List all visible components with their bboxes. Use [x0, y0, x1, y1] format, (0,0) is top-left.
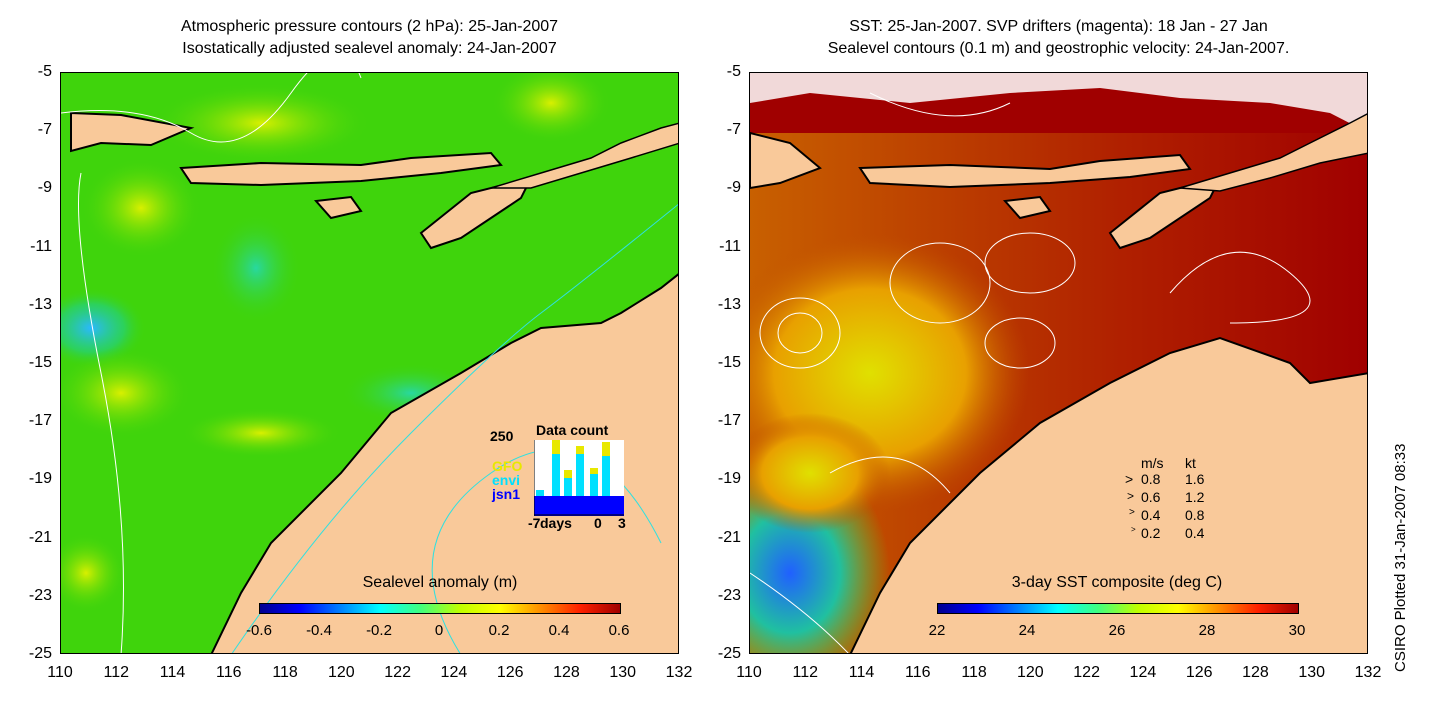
y-tick-label: -7 [726, 121, 741, 139]
y-tick-label: -21 [28, 528, 52, 546]
speed-row-kt: 1.2 [1185, 489, 1205, 505]
data-count-inset: 250 Data count GFO envi jsn1 -7 days 0 3 [490, 422, 640, 532]
left-title-line2: Isostatically adjusted sealevel anomaly:… [182, 40, 557, 57]
colorbar-tick-label: 26 [1108, 622, 1126, 639]
speed-row-kt: 0.4 [1185, 525, 1205, 541]
y-tick-label: -15 [717, 354, 741, 371]
speed-row-ms: 0.6 [1141, 489, 1161, 505]
left-colorbar-title: Sealevel anomaly (m) [362, 574, 518, 591]
colorbar-tick-label: 28 [1198, 622, 1216, 639]
inset-x-label-days: days [540, 515, 572, 531]
x-tick-label: 118 [272, 664, 298, 681]
x-tick-label: 122 [1073, 664, 1100, 681]
y-tick-label: -9 [37, 179, 52, 197]
y-tick-label: -25 [28, 645, 52, 662]
x-tick-label: 126 [1185, 664, 1213, 681]
colorbar-tick-label: 0.4 [548, 622, 570, 639]
y-tick-label: -19 [717, 470, 741, 488]
x-tick-label: 122 [384, 664, 411, 681]
y-tick-label: -17 [28, 412, 52, 430]
y-tick-label: -5 [37, 63, 52, 80]
speed-row-ms: 0.4 [1141, 507, 1161, 523]
x-tick-label: 116 [216, 664, 242, 681]
colorbar-tick-label: -0.2 [366, 622, 392, 639]
speed-arrow-icon: > [1125, 471, 1134, 487]
x-tick-label: 118 [961, 664, 987, 681]
x-tick-label: 124 [1129, 664, 1157, 681]
x-tick-label: 120 [328, 664, 355, 681]
speed-header-ms: m/s [1141, 455, 1164, 471]
sst-colorbar [937, 603, 1299, 614]
speed-row-ms: 0.8 [1141, 471, 1161, 487]
y-tick-label: -7 [37, 121, 52, 139]
y-tick-label: -15 [28, 354, 52, 371]
right-title-line2: Sealevel contours (0.1 m) and geostrophi… [827, 40, 1290, 57]
speed-header-kt: kt [1185, 455, 1196, 471]
speed-arrow-icon: > [1129, 507, 1135, 518]
inset-source-jsn1: jsn1 [492, 486, 521, 502]
colorbar-tick-label: 30 [1288, 622, 1306, 639]
colorbar-tick-label: -0.4 [306, 622, 332, 639]
x-tick-label: 114 [159, 664, 186, 681]
speed-legend: m/s kt > 0.8 1.6 > 0.6 1.2 > 0.4 0.8 > 0… [1125, 455, 1235, 545]
left-title-line1: Atmospheric pressure contours (2 hPa): 2… [180, 18, 559, 35]
x-tick-label: 112 [103, 664, 130, 681]
y-tick-label: -21 [717, 528, 741, 546]
y-tick-label: -23 [717, 586, 741, 604]
x-tick-label: 132 [665, 664, 693, 681]
sealevel-anomaly-map [60, 72, 679, 654]
colorbar-tick-label: 22 [928, 622, 946, 639]
inset-max-label: 250 [490, 428, 514, 444]
x-tick-label: 128 [553, 664, 580, 681]
y-tick-label: -17 [717, 412, 741, 430]
y-tick-label: -13 [28, 295, 52, 313]
x-tick-label: 116 [905, 664, 931, 681]
y-tick-label: -11 [719, 237, 741, 255]
x-tick-label: 124 [440, 664, 468, 681]
y-tick-label: -23 [28, 586, 52, 604]
speed-arrow-icon: > [1127, 489, 1135, 503]
x-tick-label: 126 [496, 664, 524, 681]
colorbar-tick-label: 0 [434, 622, 444, 639]
y-tick-label: -25 [717, 645, 741, 662]
x-tick-label: 132 [1354, 664, 1382, 681]
x-tick-label: 120 [1017, 664, 1044, 681]
colorbar-tick-label: 24 [1018, 622, 1036, 639]
x-tick-label: 110 [47, 664, 73, 681]
inset-x-label-end: 3 [618, 515, 626, 531]
y-tick-label: -9 [726, 179, 741, 197]
speed-row-kt: 1.6 [1185, 471, 1205, 487]
x-tick-label: 130 [1298, 664, 1326, 681]
inset-source-gfo: GFO [492, 458, 523, 474]
colorbar-tick-label: 0.6 [608, 622, 630, 639]
inset-x-label-start: -7 [528, 515, 541, 531]
right-colorbar-title: 3-day SST composite (deg C) [1011, 574, 1223, 591]
speed-arrow-icon: > [1131, 525, 1136, 534]
speed-row-ms: 0.2 [1141, 525, 1161, 541]
colorbar-tick-label: 0.2 [488, 622, 510, 639]
x-tick-label: 114 [848, 664, 875, 681]
y-tick-label: -5 [726, 63, 741, 80]
inset-x-label-zero: 0 [594, 515, 602, 531]
x-tick-label: 112 [792, 664, 819, 681]
colorbar-tick-label: -0.6 [246, 622, 272, 639]
y-tick-label: -11 [30, 237, 52, 255]
right-title-line1: SST: 25-Jan-2007. SVP drifters (magenta)… [849, 18, 1268, 35]
speed-row-kt: 0.8 [1185, 507, 1205, 523]
inset-bars [534, 440, 624, 516]
y-tick-label: -19 [28, 470, 52, 488]
x-tick-label: 110 [736, 664, 762, 681]
inset-title: Data count [536, 422, 609, 438]
y-tick-label: -13 [717, 295, 741, 313]
sealevel-colorbar [259, 603, 621, 614]
x-tick-label: 128 [1242, 664, 1269, 681]
x-tick-label: 130 [609, 664, 637, 681]
credit-text: CSIRO Plotted 31-Jan-2007 08:33 [1392, 443, 1409, 672]
sst-map [749, 72, 1368, 654]
inset-source-envi: envi [492, 472, 521, 488]
